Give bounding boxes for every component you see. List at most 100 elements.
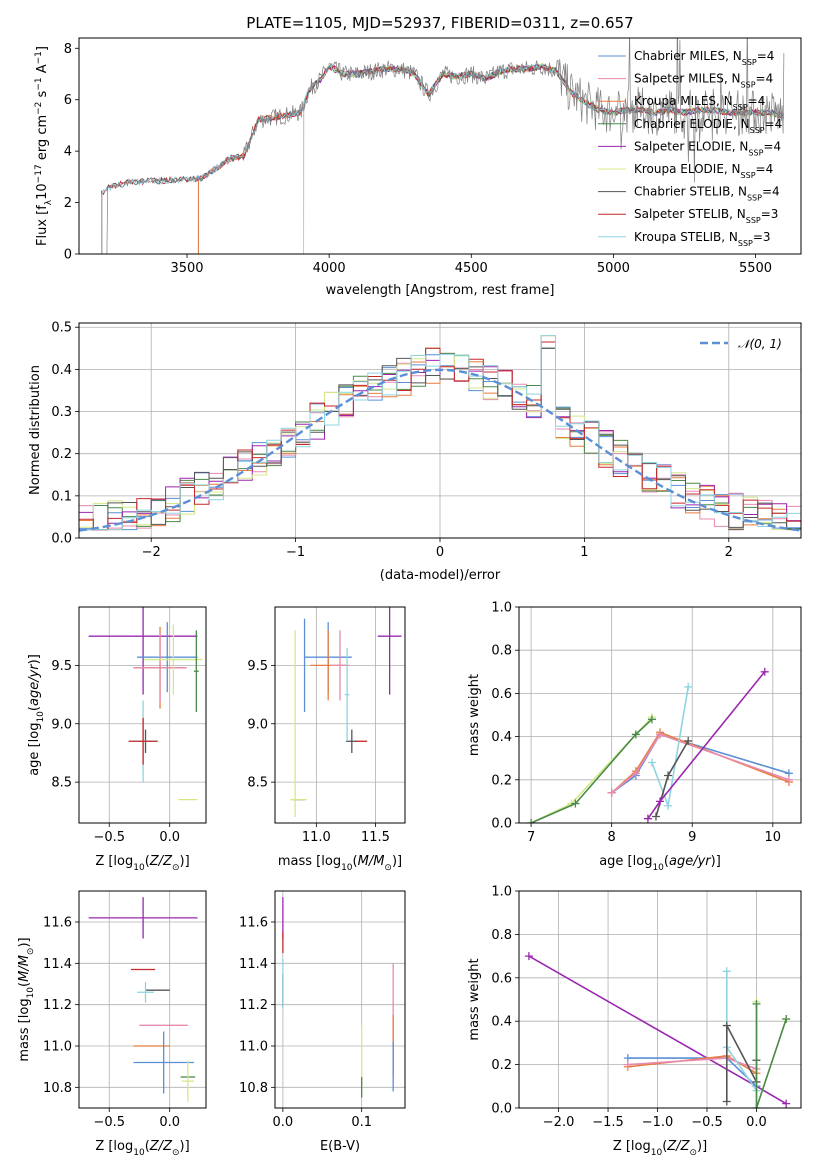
plus-marker	[722, 1097, 731, 1106]
mass-weight-line	[530, 716, 653, 823]
plus-marker	[722, 1021, 731, 1030]
mass-weight-line	[611, 733, 790, 794]
plus-marker	[647, 715, 656, 724]
mass-vs-metallicity-panel: −0.5 0.010.811.011.211.411.6Z [log10(Z/Z⊙…	[17, 890, 207, 1158]
mass_weight_vs_age-y-label: mass weight	[467, 674, 482, 756]
label-part: (	[27, 706, 42, 711]
mass_weight_vs_Z-y-label: mass weight	[467, 958, 482, 1040]
x-tick-label: 1	[580, 545, 588, 560]
age-vs-metallicity-panel: −0.5 0.08.59.09.5Z [log10(Z/Z⊙)]age [log1…	[27, 606, 207, 873]
mass_vs_EBV-x-label: E(B-V)	[320, 1139, 360, 1154]
label-part: (	[662, 1139, 667, 1154]
residuals-x-label: (data-model)/error	[380, 568, 501, 583]
residuals-panel: −2 −1 0 1 2 0.0 0.1 0.2 0.3 0.4 0.5 (data-model)/er…	[28, 321, 802, 583]
axes-frame	[78, 606, 207, 824]
label-part: mass [log	[17, 998, 32, 1061]
gridlines	[79, 891, 206, 1108]
age-vs-mass-panel: 11.0 11.5 8.5 9.0 9.5 mass [log10(M/M⊙)]	[247, 606, 406, 873]
y-tick-label: 0.2	[491, 1058, 512, 1073]
label-part: ⊙	[26, 948, 36, 956]
label-part: ⊙	[689, 1148, 697, 1158]
plus-marker	[527, 819, 536, 823]
gridlines	[79, 607, 206, 823]
y-tick-label: 4	[64, 145, 72, 160]
y-tick-label: 9.0	[247, 717, 268, 732]
label-part: −1	[34, 51, 44, 64]
x-tick-label: 4000	[313, 261, 346, 276]
mass-weight-line	[611, 733, 790, 794]
legend-label: Salpeter ELODIE, NSSP=4	[634, 139, 781, 157]
label-part: 10	[26, 987, 36, 999]
plus-marker	[782, 1099, 791, 1108]
legend-label-text: Salpeter ELODIE, N	[634, 139, 748, 153]
plus-marker	[684, 682, 693, 691]
label-part: 10	[133, 1148, 145, 1158]
model-spectrum-line	[303, 63, 783, 254]
y-tick-label: 1.0	[491, 885, 512, 900]
y-tick-label: 0.8	[491, 928, 512, 943]
x-tick-label: 0.1	[351, 1115, 372, 1130]
label-part: Z/Z	[149, 1139, 173, 1154]
label-part: 10	[35, 183, 50, 200]
label-part: (	[353, 854, 358, 869]
legend-label-suffix: =4	[762, 185, 780, 199]
label-part: )]	[697, 1139, 707, 1154]
legend-label-suffix: =4	[765, 117, 783, 131]
plot-area	[79, 335, 801, 532]
y-tick-label: 0.2	[51, 447, 72, 462]
legend-label-sub: SSP	[741, 80, 756, 89]
y-tick-label: 9.5	[51, 659, 72, 674]
axes-frame	[78, 322, 802, 539]
age_vs_mass-x-label: mass [log10(M/M⊙)]	[278, 854, 402, 873]
y-tick-label: 0.4	[491, 730, 512, 745]
label-part: age/yr	[27, 663, 42, 706]
plus-marker	[623, 1060, 632, 1069]
y-tick-label: 11.2	[43, 998, 72, 1013]
plus-marker	[656, 730, 664, 739]
plus-marker	[784, 775, 793, 784]
x-tick-label: 11.0	[302, 830, 331, 845]
plus-marker	[722, 967, 731, 976]
normal-distribution-curve	[79, 368, 801, 532]
plot-area	[88, 607, 203, 801]
legend-label: Chabrier STELIB, NSSP=4	[634, 185, 780, 203]
x-tick-label: 0.0	[746, 1115, 767, 1130]
axes-frame	[78, 890, 207, 1109]
legend-label-text: Kroupa ELODIE, N	[634, 162, 741, 176]
model-spectrum-line	[197, 63, 784, 254]
y-tick-label: 0.2	[491, 773, 512, 788]
x-tick-label: −1.0	[642, 1115, 674, 1130]
legend-label-suffix: =4	[756, 72, 774, 86]
plus-marker	[643, 814, 652, 823]
label-part: ⊙	[172, 863, 180, 873]
plot-area	[88, 897, 198, 1102]
x-tick-label: 0.0	[159, 830, 180, 845]
y-tick-label: 6	[64, 93, 72, 108]
plot-area	[527, 667, 793, 823]
x-tick-label: −0.5	[93, 830, 125, 845]
x-tick-label: 5500	[739, 261, 772, 276]
x-tick-label: −2	[142, 545, 161, 560]
mass-weight-line	[755, 1001, 787, 1108]
legend-label: Salpeter STELIB, NSSP=3	[634, 207, 778, 225]
legend-label-text: Chabrier STELIB, N	[634, 185, 747, 199]
y-tick-label: 0.0	[51, 532, 72, 547]
x-tick-label: 9	[688, 830, 696, 845]
x-tick-label: 0	[436, 545, 444, 560]
y-tick-label: 1.0	[491, 601, 512, 616]
y-tick-label: 0	[64, 248, 72, 263]
y-tick-label: 0.5	[51, 321, 72, 336]
y-tick-label: 11.6	[43, 916, 72, 931]
x-tick-label: −0.5	[93, 1115, 125, 1130]
y-tick-label: 8.5	[247, 776, 268, 791]
plus-marker	[571, 799, 580, 808]
x-tick-label: 0.0	[273, 1115, 294, 1130]
label-part: M/M	[17, 955, 32, 982]
label-part: E(B-V)	[320, 1139, 360, 1154]
label-part: age [log	[599, 854, 652, 869]
x-tick-label: 10	[765, 830, 782, 845]
mass-weight-vs-metallicity-panel: −2.0 −1.5 −1.0 −0.5 0.0 0.0 0.2 0.4 0.6 0.8 1.0 Z […	[467, 885, 802, 1158]
label-part: Flux [f	[35, 205, 50, 246]
